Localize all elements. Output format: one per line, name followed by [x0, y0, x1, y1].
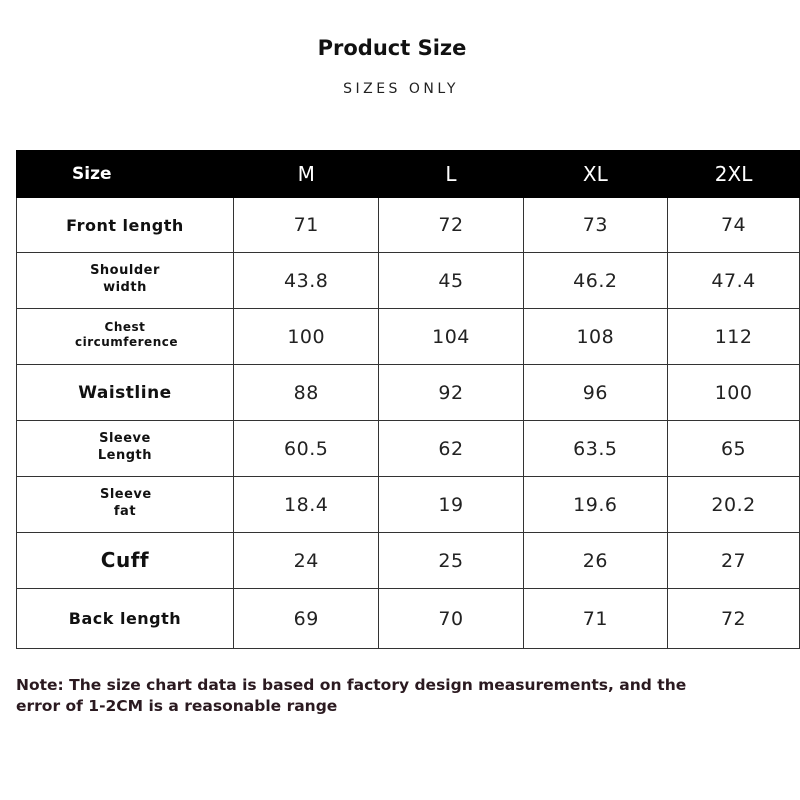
column-header: L	[378, 150, 524, 198]
cell: 43.8	[232, 252, 380, 309]
column-header: Size	[16, 150, 234, 198]
row-label: Shoulder width	[90, 263, 160, 296]
row-label-cell: Sleeve Length	[16, 420, 234, 477]
cell: 65	[667, 420, 800, 477]
cell: 60.5	[232, 420, 380, 477]
row-label: Chest circumference	[74, 319, 178, 350]
cell: 72	[378, 197, 524, 253]
cell: 25	[378, 532, 524, 589]
header-row: Size M L XL 2XL	[16, 150, 800, 198]
row-label-cell: Chest circumference	[16, 308, 234, 365]
column-header: 2XL	[667, 150, 800, 198]
cell: 71	[522, 588, 669, 649]
cell: 27	[667, 532, 800, 589]
note: Note: The size chart data is based on fa…	[16, 676, 687, 715]
table-row: Sleeve fat 18.4 19 19.6 20.2	[16, 476, 800, 533]
column-header: M	[232, 150, 380, 198]
row-label: Waistline	[78, 383, 172, 404]
cell: 72	[667, 588, 800, 649]
row-label-cell: Back length	[16, 588, 234, 649]
cell: 112	[667, 308, 800, 365]
cell: 71	[232, 197, 380, 253]
cell: 19	[378, 476, 524, 533]
row-label: Cuff	[100, 548, 150, 573]
cell: 73	[522, 197, 669, 253]
cell: 63.5	[522, 420, 669, 477]
cell: 20.2	[667, 476, 800, 533]
cell: 104	[378, 308, 524, 365]
cell: 96	[522, 364, 669, 421]
row-label: Sleeve Length	[97, 431, 153, 464]
cell: 88	[232, 364, 380, 421]
cell: 45	[378, 252, 524, 309]
cell: 70	[378, 588, 524, 649]
table-row: Cuff 24 25 26 27	[16, 532, 800, 589]
cell: 100	[232, 308, 380, 365]
title: Product Size	[317, 36, 467, 60]
cell: 92	[378, 364, 524, 421]
cell: 108	[522, 308, 669, 365]
cell: 26	[522, 532, 669, 589]
row-label-cell: Shoulder width	[16, 252, 234, 309]
cell: 24	[232, 532, 380, 589]
cell: 74	[667, 197, 800, 253]
row-label-cell: Cuff	[16, 532, 234, 589]
row-label-cell: Sleeve fat	[16, 476, 234, 533]
table-row: Sleeve Length 60.5 62 63.5 65	[16, 420, 800, 477]
size-table: Size M L XL 2XL Front length 71 72 73 74 Shoulder …	[16, 150, 800, 649]
row-label: Sleeve fat	[99, 487, 152, 520]
table-row: Front length 71 72 73 74	[16, 197, 800, 253]
table-row: Chest circumference 100 104 108 112	[16, 308, 800, 365]
row-label-cell: Waistline	[16, 364, 234, 421]
subtitle: SIZES ONLY	[343, 81, 459, 97]
cell: 18.4	[232, 476, 380, 533]
row-label-cell: Front length	[16, 197, 234, 253]
column-header: XL	[522, 150, 669, 198]
cell: 46.2	[522, 252, 669, 309]
row-label: Back length	[68, 609, 182, 629]
table-row: Back length 69 70 71 72	[16, 588, 800, 649]
cell: 69	[232, 588, 380, 649]
cell: 100	[667, 364, 800, 421]
table-row: Waistline 88 92 96 100	[16, 364, 800, 421]
cell: 62	[378, 420, 524, 477]
cell: 19.6	[522, 476, 669, 533]
cell: 47.4	[667, 252, 800, 309]
row-label: Front length	[66, 215, 184, 235]
table-row: Shoulder width 43.8 45 46.2 47.4	[16, 252, 800, 309]
